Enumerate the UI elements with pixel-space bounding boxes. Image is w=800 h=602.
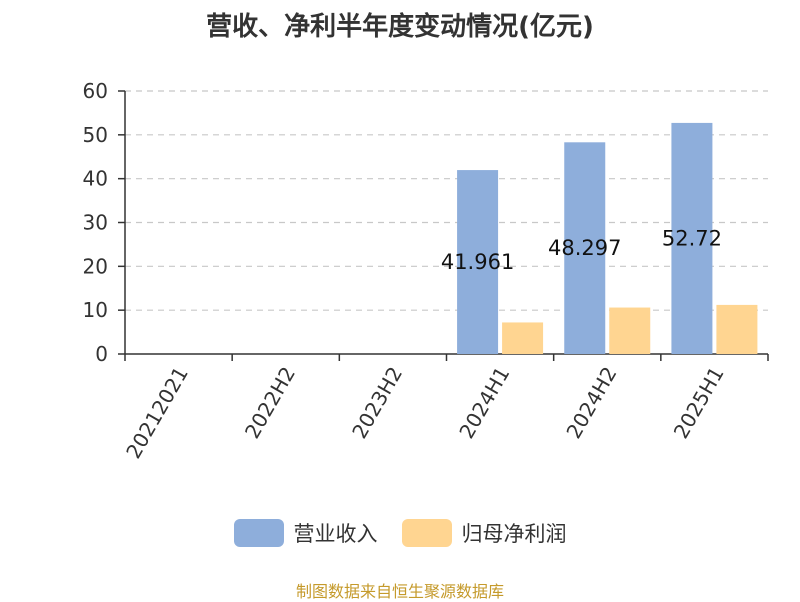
legend-swatch-revenue: [233, 519, 284, 547]
y-tick-label: 60: [83, 79, 108, 103]
legend-swatch-net-profit: [401, 519, 452, 547]
y-tick-label: 0: [95, 342, 108, 366]
y-tick-label: 40: [83, 167, 108, 191]
legend-label-revenue: 营业收入: [293, 522, 378, 546]
y-tick-label: 50: [83, 123, 108, 147]
bar-net-profit: [502, 322, 544, 354]
bar-net-profit: [609, 307, 651, 354]
x-tick-label: 2024H1: [454, 363, 514, 443]
bar-net-profit: [716, 304, 758, 354]
x-tick-label: 2025H1: [669, 363, 729, 443]
y-tick-label: 20: [83, 254, 108, 278]
legend-item-revenue[interactable]: 营业收入: [233, 518, 378, 548]
data-source-note: 制图数据来自恒生聚源数据库: [295, 582, 504, 601]
legend: 营业收入 归母净利润: [0, 518, 800, 548]
bar-revenue: [671, 122, 713, 354]
x-tick-label: 2023H2: [347, 363, 407, 443]
x-tick-label: 2022H2: [240, 363, 300, 443]
legend-label-net-profit: 归母净利润: [461, 522, 567, 546]
x-tick-label: 20212021: [121, 363, 193, 463]
y-tick-label: 10: [83, 298, 108, 322]
data-label-revenue: 48.297: [548, 236, 621, 260]
y-tick-label: 30: [83, 211, 108, 235]
bar-revenue: [457, 170, 499, 354]
data-label-revenue: 52.72: [662, 226, 722, 250]
bar-revenue: [564, 142, 606, 354]
legend-item-net-profit[interactable]: 归母净利润: [401, 518, 567, 548]
data-label-revenue: 41.961: [441, 250, 514, 274]
chart-title: 营收、净利半年度变动情况(亿元): [206, 12, 594, 42]
x-tick-label: 2024H2: [561, 363, 621, 443]
